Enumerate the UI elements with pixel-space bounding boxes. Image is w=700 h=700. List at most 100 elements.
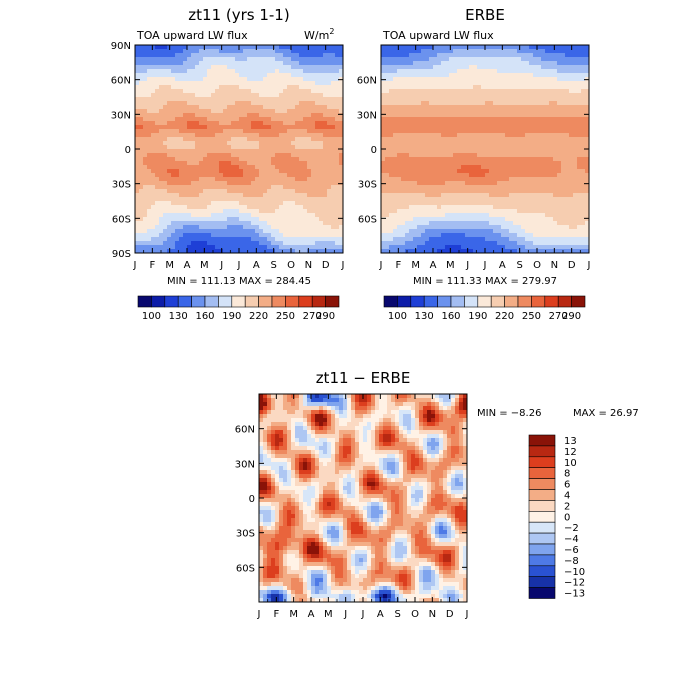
x-tick-label: D [322,260,330,271]
units-base: W/m [304,29,329,42]
colorbar-swatch [528,521,556,534]
colorbar-swatch [137,295,152,308]
colorbar-swatch [544,295,559,308]
colorbar-label: −13 [564,589,585,600]
colorbar-swatch [383,295,398,308]
x-tick-label: M [411,260,420,271]
x-tick-label: F [395,260,401,271]
colorbar-swatch [528,500,556,512]
x-tick-label: S [394,609,400,620]
colorbar-swatch [528,543,556,556]
x-tick-label: D [568,260,576,271]
colorbar-label: 2 [564,501,570,512]
x-tick-label: J [379,260,383,271]
panel-model: zt11 (yrs 1-1) TOA upward LW flux W/m2 J… [111,6,345,322]
colorbar-label: 6 [564,480,570,491]
colorbar-swatch [557,295,572,308]
y-tick-label: 60S [236,563,255,574]
x-tick-label: A [430,260,437,271]
colorbar-label: −10 [564,567,585,578]
colorbar-swatch [258,295,273,308]
x-tick-label: J [219,260,223,271]
y-tick-label: 60N [235,425,255,436]
x-tick-label: J [361,609,365,620]
colorbar-label: 10 [564,458,577,469]
colorbar-swatch [528,478,556,490]
y-tick-label: 90S [112,249,131,260]
x-tick-label: F [273,609,279,620]
panel-diff-title: zt11 − ERBE [316,369,411,387]
panel-obs-title: ERBE [465,6,505,24]
colorbar-swatch [397,295,412,308]
colorbar-swatch [218,295,233,308]
y-tick-label: 60S [358,214,377,225]
colorbar-label: 160 [195,311,214,322]
colorbar-label: −4 [564,534,579,545]
colorbar-swatch [410,295,425,308]
y-tick-label: 0 [249,494,255,505]
colorbar-swatch [477,295,492,308]
x-tick-label: O [411,609,419,620]
x-tick-label: F [149,260,155,271]
x-tick-label: J [483,260,487,271]
x-tick-label: A [377,609,384,620]
colorbar-swatch [437,295,452,308]
x-tick-label: J [465,260,469,271]
x-tick-label: O [287,260,295,271]
colorbar-label: 13 [564,436,577,447]
x-tick-label: S [270,260,276,271]
colorbar-swatch [244,295,259,308]
colorbar-label: 130 [415,311,434,322]
y-tick-label: 30N [111,110,131,121]
x-tick-label: J [257,609,261,620]
x-tick-label: N [551,260,558,271]
colorbar-label: 220 [495,311,514,322]
colorbar-label: 250 [276,311,295,322]
panel-diff-contour-field [259,394,467,602]
units-exponent: 2 [329,27,334,36]
panel-diff-stats-min: MIN = −8.26 [477,408,541,419]
colorbar-swatch [528,510,556,523]
panel-obs-stats: MIN = 111.33 MAX = 279.97 [413,276,557,287]
colorbar-label: 290 [316,311,335,322]
colorbar-swatch [231,295,246,308]
colorbar-label: 220 [249,311,268,322]
colorbar-label: 0 [564,512,570,523]
x-tick-label: A [253,260,260,271]
colorbar-label: 290 [562,311,581,322]
y-tick-label: 30S [112,180,131,191]
x-tick-label: J [343,609,347,620]
x-tick-label: M [165,260,174,271]
colorbar-label: 100 [388,311,407,322]
colorbar-label: 250 [522,311,541,322]
colorbar-swatch [528,467,556,479]
y-tick-label: 0 [371,145,377,156]
panel-model-subtitle: TOA upward LW flux [136,29,248,42]
x-tick-label: N [305,260,312,271]
y-tick-label: 0 [125,145,131,156]
colorbar-swatch [177,295,192,308]
colorbar-label: 100 [142,311,161,322]
colorbar-swatch [504,295,519,308]
colorbar-swatch [528,576,556,588]
colorbar-label: 190 [468,311,487,322]
x-tick-label: M [289,609,298,620]
x-tick-label: A [184,260,191,271]
panel-model-contour-field [135,45,343,253]
x-tick-label: M [200,260,209,271]
colorbar-swatch [464,295,479,308]
x-tick-label: J [341,260,345,271]
x-tick-label: O [533,260,541,271]
x-tick-label: A [308,609,315,620]
colorbar-swatch [528,587,556,599]
colorbar-swatch [528,532,556,545]
colorbar-label: −2 [564,523,579,534]
panel-model-stats: MIN = 111.13 MAX = 284.45 [167,276,311,287]
colorbar-swatch [517,295,532,308]
y-tick-label: 30S [236,529,255,540]
x-tick-label: J [465,609,469,620]
